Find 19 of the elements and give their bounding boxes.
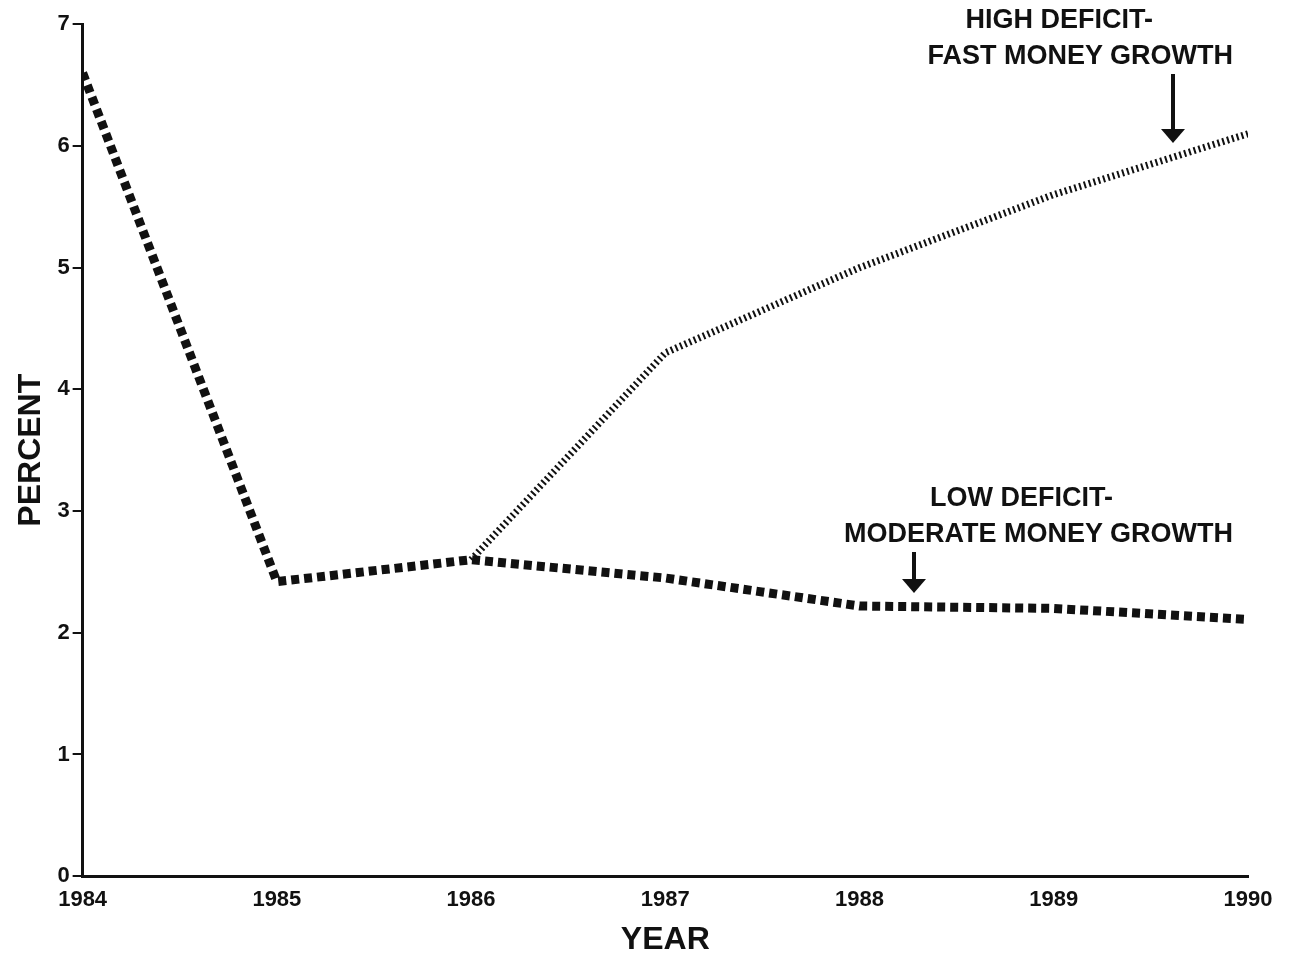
text: HIGH DEFICIT-FAST MONEY GROWTH: [927, 4, 1233, 71]
x-tick-label: 1984: [58, 886, 108, 912]
x-tick-label: 1988: [835, 886, 885, 912]
x-axis-title: YEAR: [620, 919, 710, 956]
x-tick-label: 1989: [1029, 886, 1079, 912]
y-tick-label: 1: [57, 740, 70, 766]
y-axis-title: PERCENT: [11, 373, 48, 527]
x-tick-label: 1987: [640, 886, 690, 912]
x-tick-label: 1986: [446, 886, 496, 912]
y-tick-label: 0: [57, 862, 70, 888]
text: LOW DEFICIT-MODERATE MONEY GROWTH: [844, 481, 1233, 548]
y-tick-label: 3: [57, 497, 70, 523]
y-tick-label: 7: [57, 10, 70, 36]
x-tick-label: 1990: [1223, 886, 1273, 912]
y-tick-label: 4: [57, 375, 71, 401]
y-tick-label: 5: [57, 253, 70, 279]
y-tick-label: 2: [57, 618, 70, 644]
x-tick-label: 1985: [252, 886, 302, 912]
y-tick-label: 6: [57, 131, 70, 157]
